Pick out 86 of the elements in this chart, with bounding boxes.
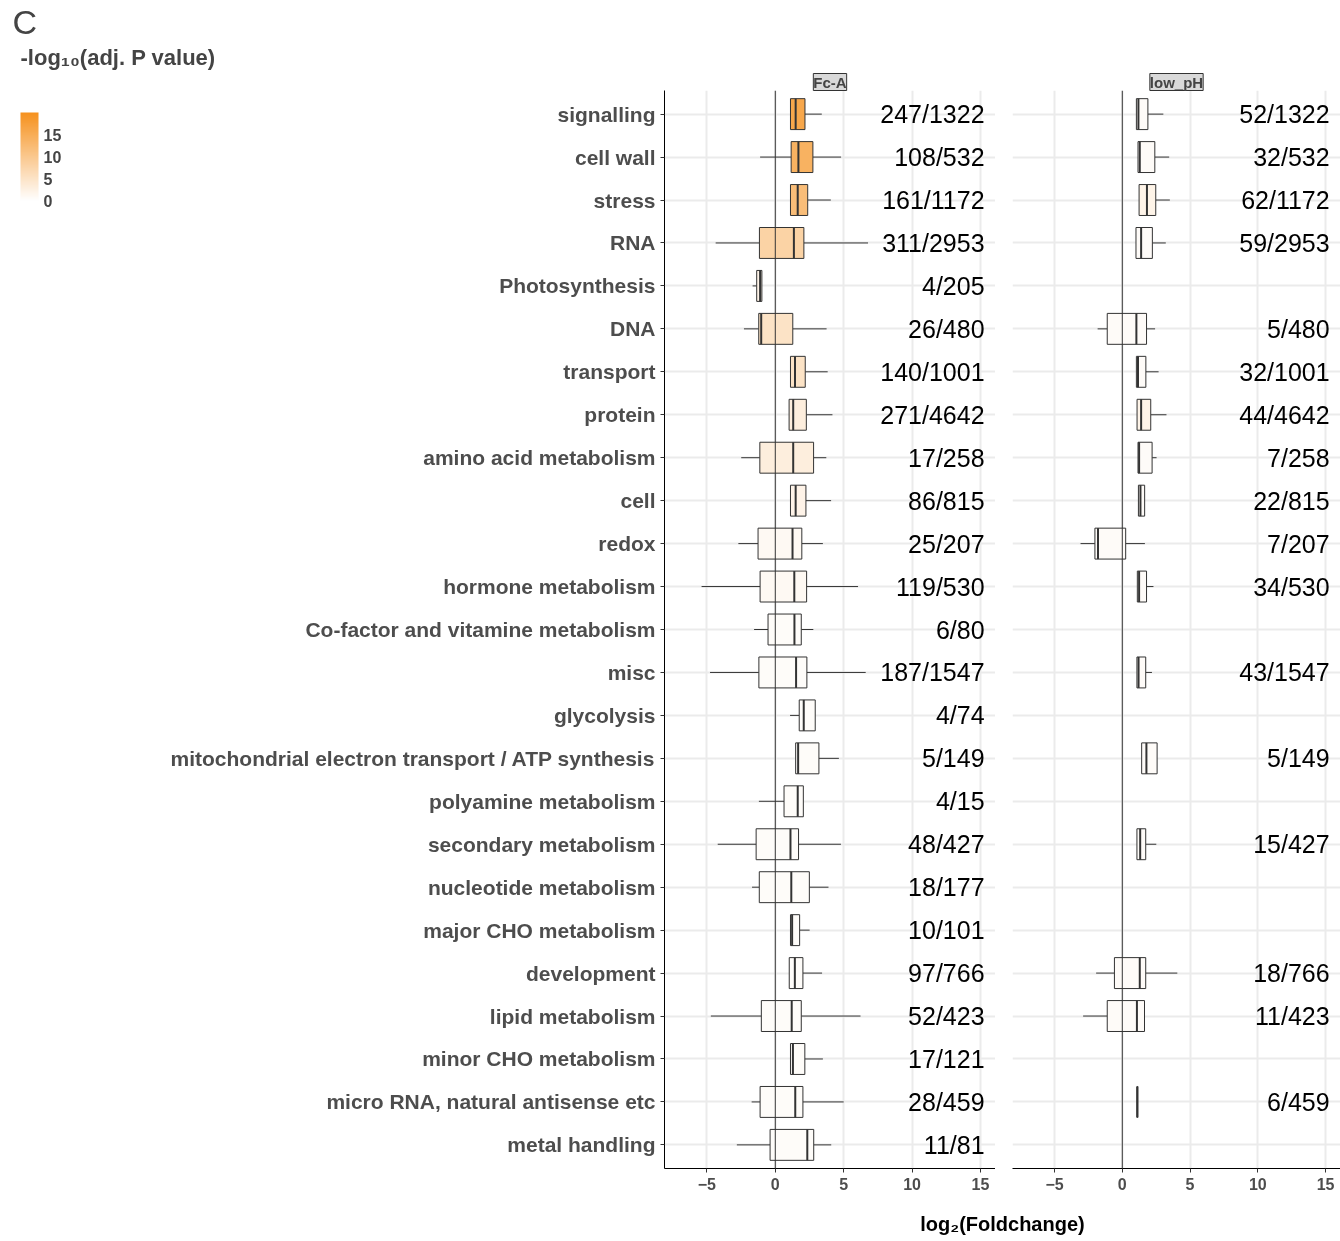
text: 28/459 [908,1087,985,1116]
text: 62/1172 [1241,186,1330,215]
color-bar-label: 0 [43,192,53,210]
text: 52/423 [908,1002,985,1031]
x-tick-label: 15 [971,1175,990,1193]
text: 22/815 [1253,486,1330,515]
text: 7/258 [1267,443,1330,472]
y-tick-label: cell wall [574,145,656,169]
color-bar-label: 15 [43,126,62,144]
y-tick-label: stress [593,188,656,212]
y-tick-label: metal handling [507,1133,656,1157]
y-tick-label: mitochondrial electron transport / ATP synthesis [170,746,655,770]
text: 187/1547 [880,658,985,687]
color-bar-label: 5 [43,170,53,188]
y-tick-label: RNA [610,231,656,255]
y-tick-label: nucleotide metabolism [427,875,656,899]
text: 161/1172 [882,186,985,215]
text: 6/80 [935,615,985,644]
y-tick-label: redox [598,532,656,556]
text: C [12,2,38,41]
text: 140/1001 [880,357,985,386]
text: 15/427 [1253,830,1330,859]
text: 5/149 [1267,744,1330,773]
text: 32/532 [1253,143,1330,172]
y-tick-label: Photosynthesis [499,274,656,298]
text: 4/74 [935,701,985,730]
x-tick-label: 5 [1185,1175,1195,1193]
y-tick-label: hormone metabolism [443,575,656,599]
text: 25/207 [908,529,985,558]
text: 43/1547 [1239,658,1330,687]
y-tick-label: polyamine metabolism [429,789,656,813]
y-tick-label: secondary metabolism [427,832,656,856]
text: 4/205 [922,271,985,300]
text: 52/1322 [1239,100,1330,129]
text: 119/530 [896,572,985,601]
text: 7/207 [1267,529,1330,558]
text: 48/427 [908,830,985,859]
text: 44/4642 [1239,400,1330,429]
y-tick-label: lipid metabolism [489,1004,656,1028]
text: 17/121 [908,1044,985,1073]
text: 311/2953 [882,228,985,257]
text: 11/81 [923,1130,985,1159]
text: 26/480 [908,314,985,343]
y-tick-label: micro RNA, natural antisense etc [326,1090,656,1114]
text: 97/766 [908,959,985,988]
text: 271/4642 [880,400,985,429]
y-tick-label: misc [607,660,656,684]
y-tick-label: protein [584,403,656,427]
chart-title: Fc-A [813,73,847,91]
text: 108/532 [894,143,985,172]
x-axis-title: log₂(Foldchange) [920,1212,1085,1235]
y-tick-label: minor CHO metabolism [422,1047,656,1071]
y-tick-label: DNA [610,317,656,341]
text: 11/423 [1255,1002,1330,1031]
x-tick-label: 0 [1117,1175,1127,1193]
y-tick-label: cell [620,489,656,513]
y-tick-label: signalling [557,102,656,126]
y-tick-label: major CHO metabolism [423,918,656,942]
text: 18/177 [908,873,985,902]
text: 5/480 [1267,314,1330,343]
y-tick-label: transport [563,360,656,384]
y-tick-label: amino acid metabolism [423,446,656,470]
text: 18/766 [1253,959,1330,988]
text: 59/2953 [1239,228,1330,257]
x-tick-label: 0 [770,1175,780,1193]
text: 86/815 [908,486,985,515]
text: 4/15 [935,787,985,816]
x-tick-label: 10 [903,1175,922,1193]
text: 6/459 [1267,1087,1330,1116]
text: 34/530 [1253,572,1330,601]
x-tick-label: 10 [1248,1175,1267,1193]
color-bar-title: -log₁₀(adj. P value) [20,44,216,70]
y-tick-label: Co-factor and vitamine metabolism [305,618,656,641]
x-tick-label: 15 [1316,1175,1335,1193]
text: 32/1001 [1239,357,1330,386]
chart-title: low_pH [1149,73,1204,91]
text: 247/1322 [880,100,985,129]
text: 5/149 [922,744,985,773]
text: 17/258 [908,443,985,472]
color-bar-label: 10 [43,148,62,166]
x-tick-label: 5 [839,1175,849,1193]
y-tick-label: glycolysis [553,703,656,727]
text: 10/101 [908,916,985,945]
y-tick-label: development [525,961,656,985]
x-tick-label: −5 [1045,1175,1064,1193]
x-tick-label: −5 [697,1175,717,1193]
